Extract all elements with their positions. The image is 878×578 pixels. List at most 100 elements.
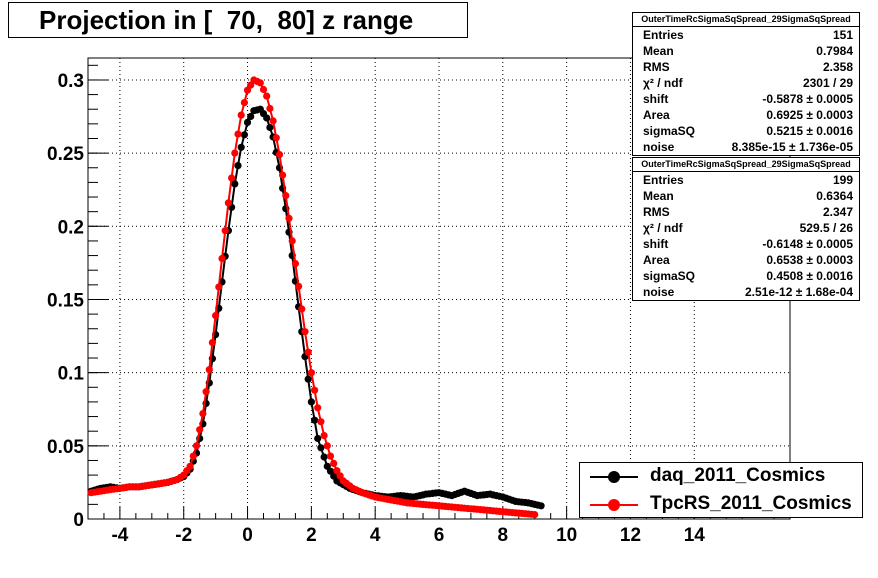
x-tick-label: 2 [306, 525, 317, 546]
data-point [326, 452, 335, 460]
data-point [234, 162, 242, 170]
series-0 [87, 105, 545, 510]
stats-row: χ² / ndf 2301 / 29 [633, 75, 859, 91]
stats-row: Area 0.6925 ± 0.0003 [633, 107, 859, 123]
data-point [275, 151, 284, 159]
data-point [291, 260, 299, 268]
stats-row: Entries 151 [633, 27, 859, 43]
stats-row: shift -0.5878 ± 0.0005 [633, 91, 859, 107]
data-point [320, 453, 328, 461]
data-point [202, 388, 210, 396]
data-point [259, 85, 268, 94]
x-tick-label: -2 [175, 525, 192, 546]
stats-row: Mean 0.7984 [633, 43, 859, 59]
data-point [304, 348, 312, 356]
stats-row: noise 2.51e-12 ± 1.68e-04 [633, 284, 859, 300]
data-point [314, 434, 322, 443]
data-point [215, 283, 223, 291]
stats-row: noise 8.385e-15 ± 1.736e-05 [633, 139, 859, 155]
data-point [221, 227, 229, 235]
data-point [231, 149, 239, 157]
data-point [330, 459, 338, 467]
stats-label: Mean [643, 189, 674, 203]
stats-value: 0.6364 [816, 189, 853, 203]
stats-value: 0.6925 ± 0.0003 [766, 108, 853, 122]
legend: daq_2011_Cosmics TpcRS_2011_Cosmics [579, 462, 863, 518]
data-point [295, 282, 303, 290]
stats-value: 8.385e-15 ± 1.736e-05 [731, 140, 853, 154]
data-point [263, 114, 271, 122]
data-point [272, 134, 280, 142]
data-point [237, 143, 245, 151]
series-1 [87, 76, 539, 519]
legend-marker [608, 471, 620, 483]
x-tick-label: 14 [684, 525, 706, 546]
data-point [240, 99, 248, 107]
stats-row: RMS 2.347 [633, 204, 859, 220]
data-point [285, 214, 293, 222]
data-point [243, 118, 252, 126]
data-point [301, 328, 309, 336]
data-point [240, 131, 248, 139]
y-tick-label: 0.1 [58, 364, 85, 385]
data-point [189, 452, 197, 460]
legend-label: TpcRS_2011_Cosmics [650, 493, 852, 514]
stats-row: Mean 0.6364 [633, 188, 859, 204]
stats-value: 2301 / 29 [802, 76, 853, 90]
stats-value: 2.358 [822, 60, 853, 74]
stats-value: 0.4508 ± 0.0016 [766, 269, 853, 283]
data-point [307, 369, 315, 377]
stats-value: 529.5 / 26 [799, 221, 853, 235]
y-tick-label: 0 [73, 510, 84, 531]
stats-value: 2.51e-12 ± 1.68e-04 [745, 285, 853, 299]
data-point [231, 180, 239, 188]
stats-label: sigmaSQ [643, 269, 696, 283]
stats-box-daq: OuterTimeRcSigmaSqSpread_29SigmaSqSpread… [632, 12, 860, 156]
stats-value: 0.6538 ± 0.0003 [766, 253, 853, 267]
stats-label: RMS [643, 60, 670, 74]
stats-label: Area [643, 108, 670, 122]
stats-value: 0.5215 ± 0.0016 [766, 124, 853, 138]
data-point [205, 366, 213, 374]
data-point [323, 442, 331, 450]
data-point [320, 432, 328, 440]
y-tick-label: 0.2 [58, 217, 84, 238]
data-point [224, 199, 232, 207]
stats-value: -0.6148 ± 0.0005 [762, 237, 853, 251]
data-point [186, 462, 194, 470]
x-tick-label: 4 [370, 525, 381, 546]
data-point [263, 92, 271, 100]
stats-label: noise [643, 140, 675, 154]
stats-value: 151 [832, 28, 853, 42]
data-point [304, 375, 312, 383]
stats-label: χ² / ndf [643, 76, 683, 90]
data-point [314, 404, 322, 412]
stats-box-tpcrs: OuterTimeRcSigmaSqSpread_29SigmaSqSpread… [632, 157, 860, 301]
data-point [256, 79, 264, 87]
stats-value: 0.7984 [816, 44, 853, 58]
y-tick-label: 0.05 [47, 437, 84, 458]
data-point [307, 398, 315, 406]
legend-item-daq: daq_2011_Cosmics [580, 463, 862, 491]
stats-row: Area 0.6538 ± 0.0003 [633, 252, 859, 268]
y-tick-label: 0.3 [58, 71, 84, 92]
data-point [531, 510, 539, 519]
x-tick-label: 0 [242, 525, 253, 546]
data-point [288, 237, 296, 245]
stats-label: Mean [643, 44, 674, 58]
data-point [192, 442, 201, 450]
data-point [298, 305, 306, 313]
y-tick-label: 0.15 [47, 290, 84, 311]
chart-title: Projection in [ 70, 80] z range [8, 2, 468, 38]
data-point [196, 426, 204, 434]
stats-value: 199 [832, 173, 853, 187]
series-layer [87, 76, 545, 519]
stats-row: sigmaSQ 0.5215 ± 0.0016 [633, 123, 859, 139]
data-point [317, 418, 325, 426]
stats-value: -0.5878 ± 0.0005 [762, 92, 853, 106]
stats-value: 2.347 [822, 205, 853, 219]
stats-row: sigmaSQ 0.4508 ± 0.0016 [633, 268, 859, 284]
data-point [228, 174, 236, 182]
data-point [282, 192, 290, 200]
data-point [279, 171, 287, 179]
